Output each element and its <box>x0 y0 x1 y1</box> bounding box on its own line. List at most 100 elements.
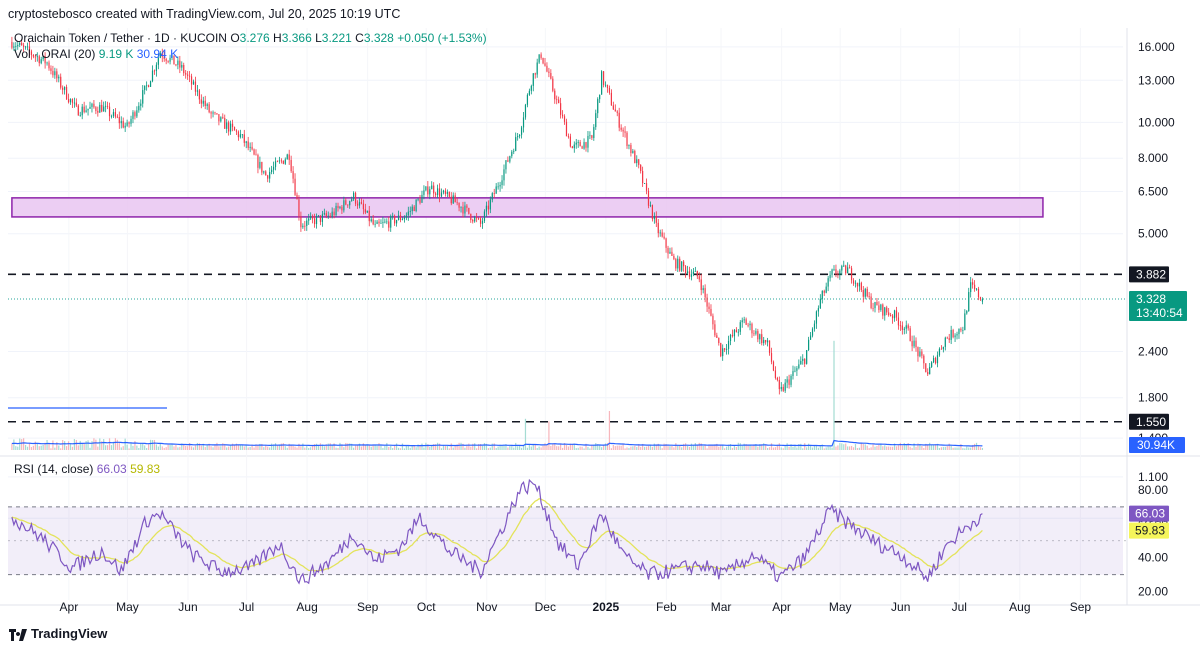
tradingview-brand[interactable]: TradingView <box>9 626 107 641</box>
volume-bar <box>604 443 607 450</box>
volume-bar <box>560 443 562 450</box>
candle-body <box>294 178 296 195</box>
level-label-box <box>1129 266 1169 283</box>
volume-bar <box>132 445 134 450</box>
candle-body <box>21 43 23 46</box>
candle-body <box>905 325 907 329</box>
candle-body <box>263 171 265 173</box>
volume-bar <box>874 446 876 450</box>
candle-body <box>358 202 361 206</box>
volume-bar <box>808 443 810 450</box>
volume-bar <box>638 444 640 450</box>
volume-bar <box>159 443 161 450</box>
volume-bar <box>968 447 970 450</box>
volume-bar <box>454 446 456 450</box>
candle-body <box>530 85 532 91</box>
candle-body <box>694 270 696 272</box>
candle-body <box>405 215 407 218</box>
volume-bar <box>706 448 708 450</box>
candle-body <box>153 70 156 72</box>
candle-body <box>147 85 150 87</box>
candle-body <box>536 62 538 75</box>
countdown-label: 13:40:54 <box>1136 306 1183 320</box>
brand-name: TradingView <box>31 626 108 641</box>
volume-bar <box>50 448 52 450</box>
candle-body <box>737 331 739 333</box>
volume-bar <box>405 445 407 450</box>
candle-body <box>440 192 443 197</box>
candle-body <box>540 54 542 58</box>
symbol-name[interactable]: Oraichain Token / Tether · 1D · KUCOIN <box>14 31 227 45</box>
volume-bar <box>841 443 843 450</box>
candle-body <box>585 142 587 148</box>
candle-body <box>347 204 349 206</box>
candle-body <box>749 323 751 326</box>
volume-bar <box>556 446 558 450</box>
volume-bar <box>628 448 630 450</box>
volume-bar <box>75 439 77 450</box>
candle-body <box>577 142 579 143</box>
volume-bar <box>722 444 724 450</box>
volume-bar <box>392 448 394 450</box>
rsi-ma-value: 59.83 <box>130 462 161 476</box>
candle-body <box>202 100 204 104</box>
current-price-box <box>1129 291 1187 322</box>
candle-body <box>972 282 974 285</box>
candle-body <box>597 99 599 114</box>
volume-bar <box>667 446 669 450</box>
candle-body <box>878 305 880 310</box>
candle-body <box>163 56 165 59</box>
volume-bar <box>54 447 56 450</box>
candle-body <box>114 112 117 117</box>
volume-bar <box>577 447 579 450</box>
candle-body <box>247 141 249 148</box>
volume-bar <box>313 444 316 450</box>
volume-bar <box>856 448 859 450</box>
volume-bar <box>112 441 115 450</box>
candle-body <box>952 329 954 338</box>
volume-bar <box>300 446 302 450</box>
volume-bar <box>694 443 696 450</box>
candle-body <box>401 219 404 220</box>
candle-body <box>616 111 618 113</box>
candle-body <box>792 371 794 376</box>
volume-bar <box>581 446 583 450</box>
volume-bar <box>487 448 489 450</box>
candle-body <box>159 53 161 58</box>
candle-body <box>720 343 722 357</box>
time-tick-label: Apr <box>60 600 79 614</box>
candle-body <box>259 161 261 168</box>
candle-body <box>56 71 58 79</box>
volume-bar <box>696 445 698 450</box>
rsi-pane <box>8 478 1127 585</box>
candle-body <box>630 145 632 154</box>
candle-body <box>397 215 400 220</box>
candle-body <box>874 302 876 309</box>
candle-body <box>794 370 796 372</box>
candle-body <box>235 130 238 132</box>
rsi-label[interactable]: RSI (14, close) <box>14 462 94 476</box>
volume-bar <box>780 447 782 450</box>
volume-bar <box>263 447 265 450</box>
volume-bar <box>878 444 880 450</box>
volume-bar <box>228 446 230 450</box>
candle-body <box>210 112 212 114</box>
volume-label[interactable]: Vol · ORAI (20) <box>14 47 96 61</box>
volume-bar <box>257 444 259 450</box>
volume-bar <box>155 444 158 450</box>
candle-body <box>663 236 665 239</box>
volume-bar <box>403 448 406 450</box>
volume-bar <box>349 443 351 450</box>
rsi-value-label: 66.03 <box>1135 507 1165 521</box>
candle-body <box>177 60 179 65</box>
candle-body <box>893 310 896 319</box>
candle-body <box>788 379 790 385</box>
candle-body <box>52 70 54 76</box>
candle-body <box>657 222 659 234</box>
candle-body <box>274 161 277 167</box>
candle-body <box>110 115 113 117</box>
candle-body <box>927 372 929 375</box>
candle-body <box>614 109 616 112</box>
volume-bar <box>62 440 64 450</box>
candle-body <box>895 310 898 318</box>
